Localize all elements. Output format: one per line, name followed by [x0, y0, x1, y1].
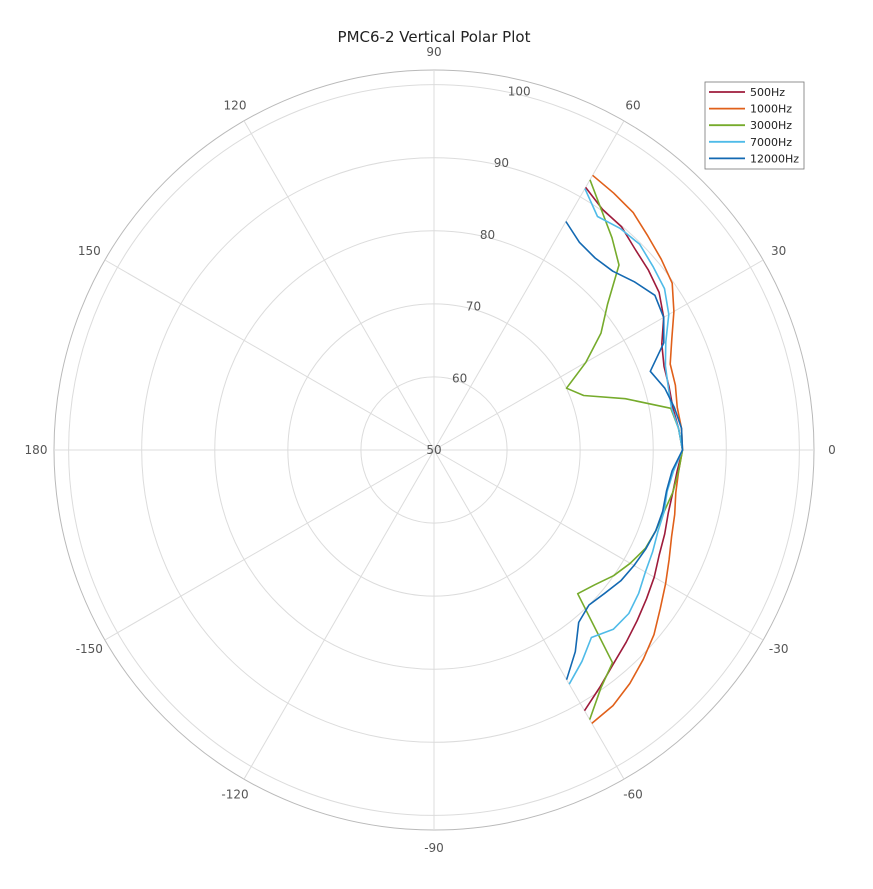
radial-tick-label: 100 — [508, 84, 531, 98]
radial-tick-label: 50 — [426, 443, 441, 457]
radial-tick-label: 60 — [452, 371, 467, 385]
angular-grid-line — [104, 259, 435, 451]
legend-label: 7000Hz — [750, 136, 792, 149]
radial-tick-label: 80 — [480, 228, 495, 242]
legend-label: 500Hz — [750, 86, 785, 99]
angular-grid-line — [243, 449, 435, 780]
angle-tick-label: 120 — [224, 98, 247, 112]
angle-tick-label: -90 — [424, 841, 444, 855]
angular-grid-line — [433, 449, 764, 641]
legend-label: 1000Hz — [750, 103, 792, 116]
angle-tick-label: -60 — [623, 788, 643, 802]
legend: 500Hz 1000Hz 3000Hz 7000Hz 12000Hz — [704, 81, 805, 170]
angle-tick-label: 60 — [625, 98, 640, 112]
series-line-12000Hz — [565, 221, 684, 680]
angle-tick-label: 150 — [78, 244, 101, 258]
radial-tick-label: 90 — [494, 156, 509, 170]
angular-grid-line — [433, 259, 764, 451]
series-line-500Hz — [583, 186, 684, 712]
angular-grid-line — [433, 449, 625, 780]
angle-tick-label: 180 — [25, 443, 48, 457]
angle-tick-label: 90 — [426, 45, 441, 59]
legend-label: 3000Hz — [750, 119, 792, 132]
angle-tick-label: 30 — [771, 244, 786, 258]
angle-tick-label: 0 — [828, 443, 836, 457]
polar-grid: 0 30 60 90 120 150 180 -150 -120 -90 -60 -30 50 60 70 8… — [25, 45, 836, 855]
radial-tick-label: 70 — [466, 300, 481, 314]
angular-grid-line — [243, 120, 435, 451]
angular-grid-line — [104, 449, 435, 641]
angle-tick-label: -150 — [76, 642, 103, 656]
angle-tick-label: -30 — [769, 642, 789, 656]
series-line-1000Hz — [591, 174, 684, 725]
angle-tick-label: -120 — [221, 788, 248, 802]
series-lines — [565, 174, 684, 725]
angular-grid-line — [433, 120, 625, 451]
chart-title: PMC6-2 Vertical Polar Plot — [338, 28, 531, 46]
legend-label: 12000Hz — [750, 152, 799, 165]
